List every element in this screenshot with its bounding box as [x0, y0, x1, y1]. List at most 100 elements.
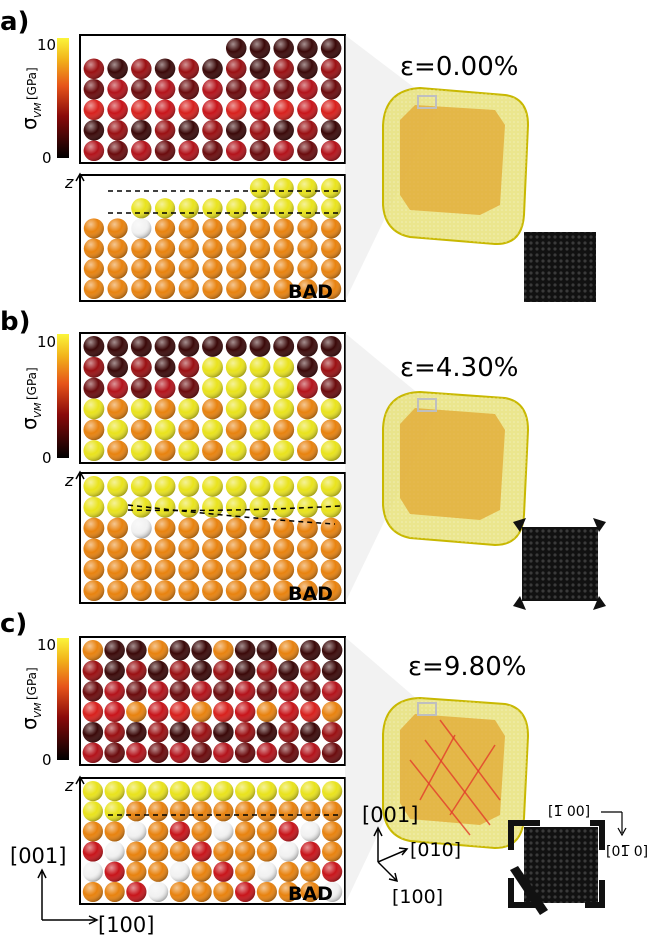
atom-shading [225, 398, 247, 420]
atom-shading [126, 742, 147, 763]
atom-shading [191, 701, 212, 722]
atom-shading [300, 701, 321, 722]
axis-label-001: [001] [10, 844, 66, 868]
atom-shading [225, 38, 247, 59]
atom-shading [213, 640, 234, 661]
atom-shading [296, 419, 318, 441]
atom-shading [178, 398, 200, 420]
atom-shading [249, 258, 271, 279]
atom-shading [273, 398, 295, 420]
atom-shading [249, 496, 271, 518]
atom-shading [154, 419, 176, 441]
atom-shading [273, 258, 294, 279]
atom-shading [202, 336, 223, 357]
atom-shading [107, 278, 128, 299]
nanoparticle [382, 86, 530, 246]
atom-shading [154, 356, 176, 378]
nanoparticle [382, 390, 530, 547]
atom-shading [249, 398, 271, 420]
atom-shading [83, 99, 105, 120]
atom-shading [130, 356, 152, 378]
atom-shading [320, 377, 342, 399]
atom-shading [83, 140, 105, 161]
atom-shading [130, 419, 152, 441]
stress-atom-view [79, 34, 346, 164]
atom-shading [126, 821, 147, 842]
atom-shading [322, 801, 343, 822]
atom-shading [249, 58, 271, 79]
atom-shading [169, 821, 190, 842]
atom-shading [107, 538, 129, 560]
atom-shading [83, 79, 105, 100]
atom-shading [126, 881, 147, 903]
atom-shading [178, 140, 200, 161]
atom-shading [297, 38, 318, 59]
atom-shading [278, 742, 299, 763]
atom-shading [126, 861, 147, 882]
atom-shading [130, 398, 152, 420]
colorbar-min-label: 0 [42, 149, 52, 167]
defect-projection [513, 518, 606, 610]
atom-shading [234, 660, 256, 681]
atom-shading [322, 821, 343, 842]
atom-shading [249, 238, 271, 259]
atom-shading [107, 398, 129, 420]
atom-shading [225, 559, 247, 581]
atom-shading [107, 356, 129, 378]
atom-shading [297, 99, 318, 120]
atom-shading [130, 336, 152, 357]
atom-shading [147, 660, 169, 681]
atom-shading [249, 440, 271, 462]
atom-shading [154, 278, 176, 299]
atom-shading [107, 140, 128, 161]
axes-crystal: [001] [010] [100] [362, 803, 461, 908]
atom-shading [296, 356, 318, 378]
atom-shading [130, 377, 152, 399]
atom-shading [296, 377, 318, 399]
atom-shading [278, 681, 299, 702]
atom-shading [322, 861, 343, 882]
atom-shading [82, 781, 103, 802]
atom-shading [169, 640, 191, 661]
defect-projection [508, 820, 605, 915]
atom-shading [213, 861, 234, 882]
atom-shading [178, 58, 200, 79]
atom-shading [82, 881, 103, 903]
atom-shading [131, 218, 152, 239]
atom-shading [169, 841, 190, 862]
atom-shading [83, 538, 105, 560]
atom-shading [297, 120, 318, 141]
atom-shading [273, 356, 295, 378]
atom-shading [107, 580, 129, 601]
colorbar: 10 0 σ VM [GPa] [17, 36, 69, 167]
atom-shading [320, 140, 342, 161]
atom-shading [147, 722, 169, 743]
atom-shading [126, 640, 147, 661]
atom-shading [178, 580, 200, 601]
atom-shading [278, 821, 299, 842]
atom-shading [154, 218, 176, 239]
atom-shading [154, 58, 176, 79]
atom-shading [104, 640, 125, 661]
atom-shading [82, 722, 104, 743]
atom-shading [297, 79, 318, 100]
atom-shading [278, 722, 299, 743]
atom-shading [213, 660, 234, 681]
atom-shading [131, 198, 152, 219]
defect-projection [524, 232, 596, 302]
atom-shading [320, 580, 342, 601]
badge-bad: BAD [288, 281, 333, 303]
atom-shading [249, 218, 271, 239]
atom-shading [131, 120, 152, 141]
atom-shading [234, 722, 256, 743]
atom-shading [154, 258, 176, 279]
z-axis-label: z [64, 173, 74, 192]
axes-left: [001] [100] [10, 844, 154, 937]
atom-shading [178, 356, 200, 378]
axes-defect: [1̅ 00] [01̅ 0] [548, 804, 648, 860]
atom-shading [300, 742, 321, 763]
atom-shading [321, 640, 343, 661]
panel-c: c) 10 0 σ VM [GPa] BAD z [0, 609, 605, 915]
atom-shading [249, 178, 271, 199]
atom-shading [154, 198, 176, 219]
